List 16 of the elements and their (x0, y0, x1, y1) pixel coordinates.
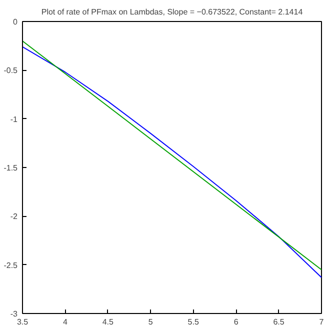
x-tick-label: 4 (62, 318, 68, 326)
y-tick-label: -0.5 (4, 66, 18, 76)
x-tick-label: 6.5 (273, 318, 285, 326)
y-tick-label: -1 (10, 114, 18, 124)
x-tick-label: 4.5 (102, 318, 114, 326)
x-tick-label: 3.5 (16, 318, 29, 326)
y-tick-label: -2 (10, 212, 18, 222)
y-tick-label: -1.5 (4, 164, 18, 172)
chart-title: Plot of rate of PFmax on Lambdas, Slope = −0.673522, Constant= 2.1414 (41, 8, 304, 16)
y-tick-label: -3 (10, 310, 18, 318)
x-tick-label: 5 (148, 318, 154, 326)
y-tick-label: -2.5 (4, 260, 18, 270)
y-tick-label: 0 (13, 18, 18, 26)
x-tick-label: 6 (234, 318, 239, 326)
x-tick-label: 5.5 (188, 318, 200, 326)
x-tick-label: 7 (319, 318, 324, 326)
